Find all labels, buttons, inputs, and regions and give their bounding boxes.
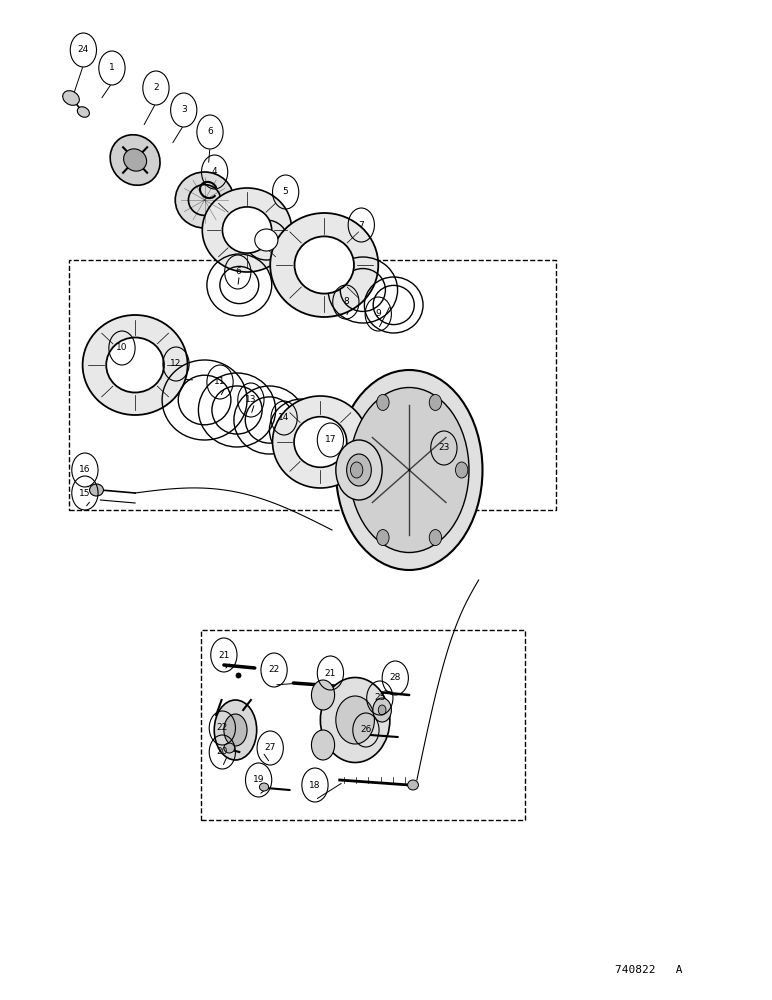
Ellipse shape [77,107,90,117]
Ellipse shape [349,387,469,552]
Text: 4: 4 [212,167,218,176]
Text: 1: 1 [109,64,115,73]
Ellipse shape [320,678,390,762]
Text: 15: 15 [80,488,90,497]
Ellipse shape [110,135,160,185]
Ellipse shape [175,172,234,228]
Text: 8: 8 [343,298,349,306]
Ellipse shape [90,484,103,496]
Text: 2: 2 [153,84,159,93]
Ellipse shape [245,220,287,260]
Circle shape [455,462,468,478]
Ellipse shape [224,743,235,753]
Text: 27: 27 [265,744,276,752]
Text: 10: 10 [117,344,127,353]
Text: 19: 19 [253,776,264,784]
Ellipse shape [124,149,147,171]
Ellipse shape [336,696,374,744]
Circle shape [311,730,334,760]
Text: 13: 13 [245,395,256,404]
Circle shape [373,698,391,722]
Text: 17: 17 [325,436,336,444]
Ellipse shape [347,454,371,486]
Ellipse shape [255,229,278,251]
Text: 18: 18 [310,780,320,790]
Text: 24: 24 [78,45,89,54]
Text: 23: 23 [438,444,449,452]
Ellipse shape [83,315,188,415]
Text: 5: 5 [283,188,289,196]
Circle shape [429,530,442,546]
Text: 12: 12 [171,360,181,368]
Text: 14: 14 [279,414,290,422]
Ellipse shape [270,213,378,317]
Text: 22: 22 [269,666,279,674]
Text: 26: 26 [361,726,371,734]
Circle shape [377,394,389,410]
Ellipse shape [336,370,482,570]
Ellipse shape [294,417,347,467]
Text: 20: 20 [217,748,228,756]
Text: 6: 6 [207,127,213,136]
Circle shape [311,680,334,710]
Ellipse shape [107,338,164,392]
Text: 3: 3 [181,105,187,114]
Ellipse shape [63,91,80,105]
Text: 16: 16 [80,466,90,475]
Text: 11: 11 [215,377,225,386]
Circle shape [377,530,389,546]
Text: 740822   A: 740822 A [615,965,682,975]
Ellipse shape [336,440,382,500]
Text: 28: 28 [390,674,401,682]
Circle shape [350,462,363,478]
Ellipse shape [295,236,354,294]
Text: 22: 22 [217,724,228,732]
Text: 9: 9 [375,310,381,318]
Text: 21: 21 [218,650,229,660]
Text: 21: 21 [325,668,336,678]
Circle shape [429,394,442,410]
Ellipse shape [224,714,247,746]
Text: 6: 6 [235,267,241,276]
Ellipse shape [202,188,292,272]
Ellipse shape [214,700,256,760]
Circle shape [378,705,386,715]
Ellipse shape [222,207,272,253]
Ellipse shape [273,396,368,488]
Ellipse shape [259,783,269,791]
Text: 7: 7 [358,221,364,230]
Text: 25: 25 [374,694,385,702]
Ellipse shape [408,780,418,790]
